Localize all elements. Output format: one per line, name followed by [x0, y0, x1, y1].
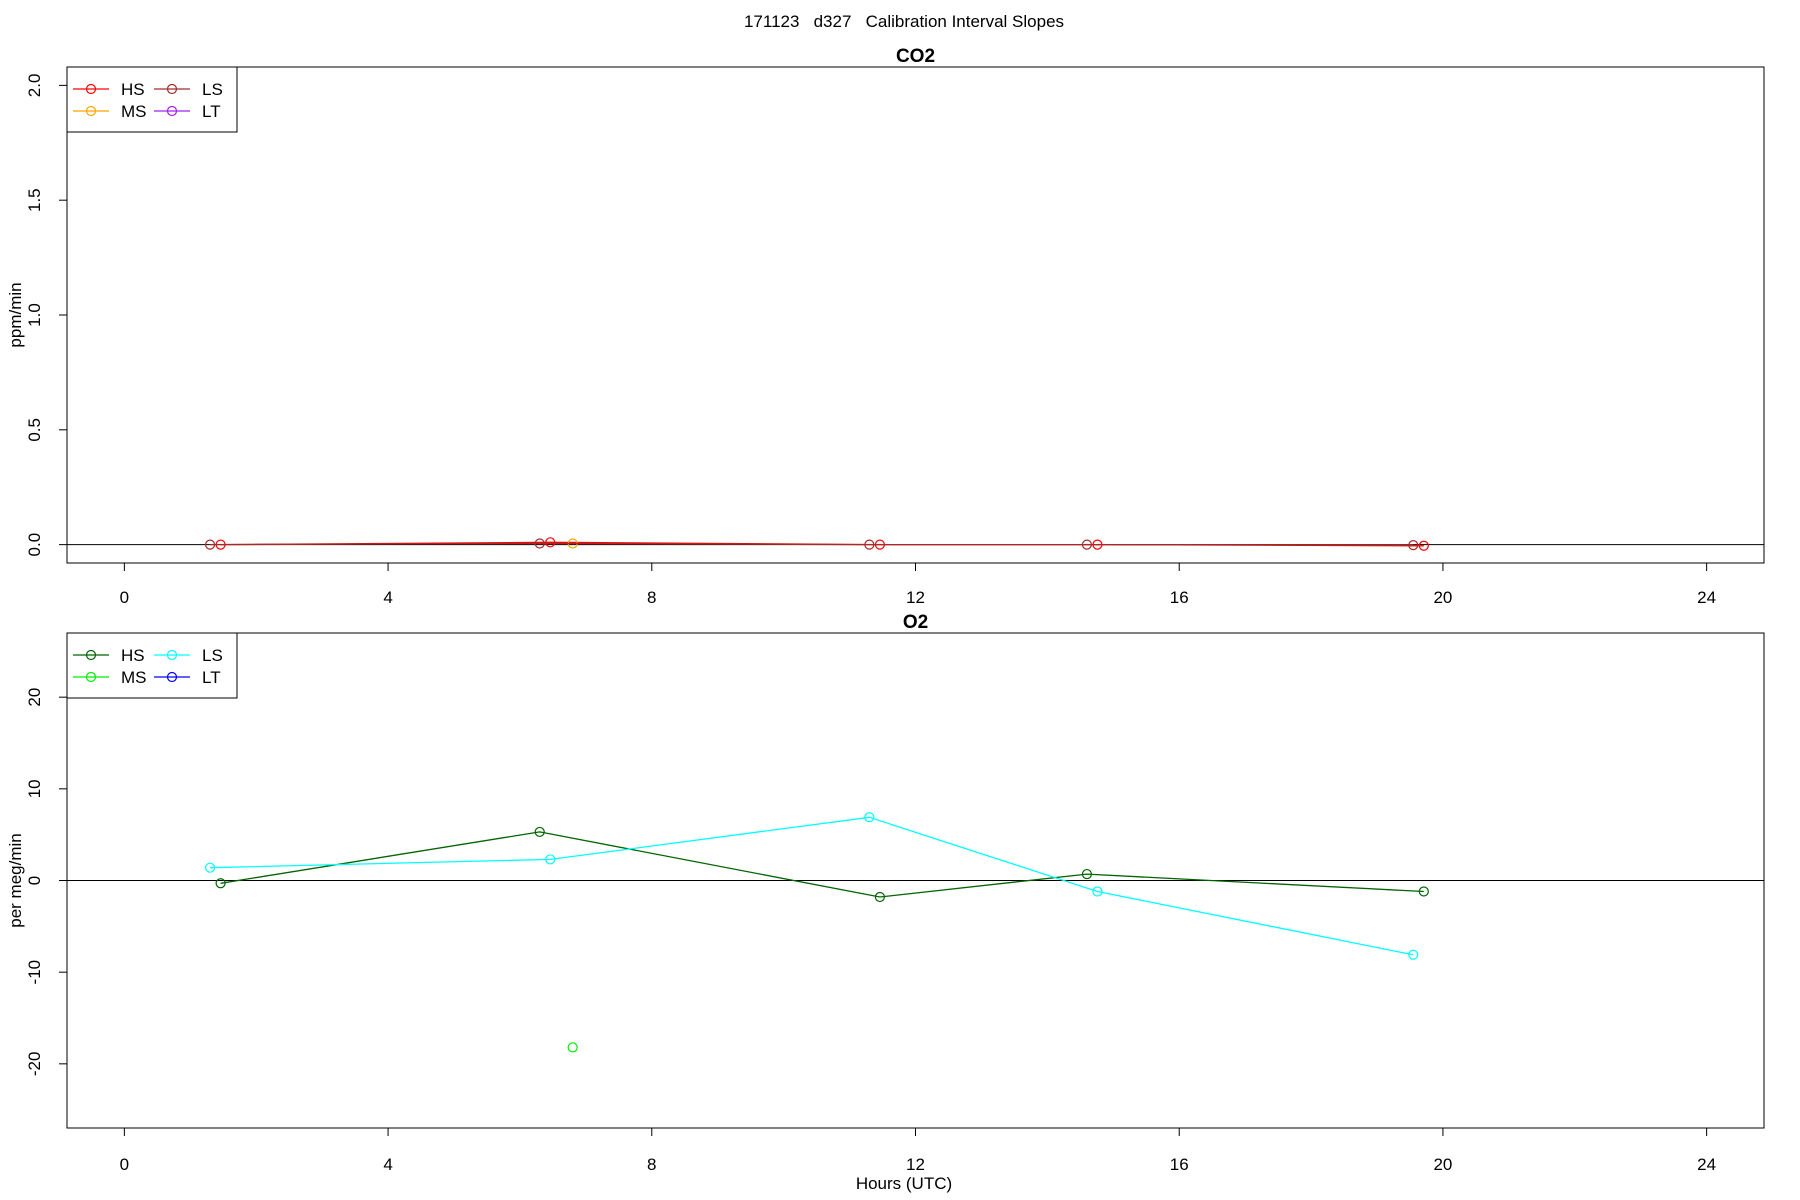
x-tick-label: 8 [647, 588, 656, 607]
legend-swatch-marker [85, 649, 97, 661]
legend-swatch-marker [85, 105, 97, 117]
y-tick-label: 0 [25, 876, 44, 885]
legend-entry-ms: MS [73, 668, 147, 687]
panel-title: CO2 [896, 46, 935, 67]
y-tick-label: 20 [25, 688, 44, 707]
legend-entry-lt: LT [154, 102, 221, 121]
x-tick-label: 24 [1697, 1155, 1716, 1174]
data-point [204, 539, 216, 550]
y-axis-label: per meg/min [6, 833, 25, 927]
x-tick-label: 16 [1170, 588, 1189, 607]
legend-entry-ls: LS [154, 646, 223, 665]
x-axis-label: Hours (UTC) [856, 1174, 952, 1193]
legend: HS MS LS LT [66, 66, 238, 133]
data-point [567, 1042, 578, 1053]
legend-label: LS [202, 646, 223, 665]
series-line [210, 816, 1414, 956]
legend-entry-hs: HS [73, 80, 145, 99]
panel-title: O2 [903, 612, 928, 633]
series-line [210, 542, 1414, 546]
legend-label: LT [202, 668, 221, 687]
figure-title: 171123 d327 Calibration Interval Slopes [744, 12, 1064, 31]
plot-frame [66, 66, 1765, 564]
data-point [864, 812, 875, 823]
data-point [1408, 539, 1419, 551]
legend-label: LS [202, 80, 223, 99]
legend-swatch-marker [166, 649, 178, 661]
data-point [864, 539, 875, 550]
legend-entry-ms: MS [73, 102, 147, 121]
data-point [1418, 540, 1429, 551]
co2-panel: CO2 ppm/min 0.0 0.5 1.0 1.5 2.0 0 4 8 12 16 20 24 HS MS… [6, 46, 1765, 607]
x-tick-label: 20 [1433, 588, 1452, 607]
x-tick-label: 4 [383, 588, 392, 607]
y-tick-label: -10 [25, 960, 44, 985]
legend-swatch-marker [166, 671, 178, 683]
y-tick-label: 1.5 [25, 188, 44, 212]
legend: HS MS LS LT [66, 632, 238, 699]
data-point [204, 862, 216, 873]
y-tick-label: 2.0 [25, 74, 44, 98]
data-point [1418, 886, 1429, 897]
x-tick-label: 12 [906, 1155, 925, 1174]
y-tick-label: -20 [25, 1052, 44, 1077]
data-point [1092, 886, 1103, 897]
y-tick-label: 1.0 [25, 303, 44, 327]
x-tick-label: 24 [1697, 588, 1716, 607]
legend-swatch-marker [85, 83, 97, 95]
data-point [215, 878, 226, 889]
x-tick-label: 16 [1170, 1155, 1189, 1174]
legend-box [66, 66, 238, 133]
data-point [534, 826, 545, 838]
data-point [545, 854, 556, 865]
legend-swatch-marker [166, 105, 178, 117]
legend-label: LT [202, 102, 221, 121]
y-axis-label: ppm/min [6, 282, 25, 347]
series-ms [567, 1042, 578, 1053]
y-tick-label: 0.0 [25, 533, 44, 557]
legend-swatch-marker [166, 83, 178, 95]
series-line [220, 831, 1424, 898]
x-tick-label: 8 [647, 1155, 656, 1174]
x-tick-label: 4 [383, 1155, 392, 1174]
y-tick-label: 10 [25, 779, 44, 798]
legend-label: MS [121, 668, 147, 687]
data-point [1408, 949, 1419, 960]
data-point [545, 537, 556, 548]
legend-box [66, 632, 238, 699]
series-hs [215, 826, 1429, 903]
y-tick-label: 0.5 [25, 418, 44, 442]
data-point [534, 538, 545, 549]
data-point [874, 891, 885, 903]
data-point [1081, 868, 1093, 880]
legend-label: HS [121, 80, 145, 99]
series-ls [204, 538, 1419, 551]
x-tick-label: 12 [906, 588, 925, 607]
series-ls [204, 812, 1419, 960]
legend-entry-ls: LS [154, 80, 223, 99]
x-tick-label: 20 [1433, 1155, 1452, 1174]
legend-entry-hs: HS [73, 646, 145, 665]
data-point [1081, 539, 1093, 550]
x-tick-label: 0 [120, 1155, 129, 1174]
o2-panel: O2 per meg/min -20 -10 0 10 20 0 4 8 12 16 20 24 HS MS L… [6, 612, 1765, 1174]
x-tick-label: 0 [120, 588, 129, 607]
legend-label: HS [121, 646, 145, 665]
legend-label: MS [121, 102, 147, 121]
legend-swatch-marker [85, 671, 97, 683]
legend-entry-lt: LT [154, 668, 221, 687]
